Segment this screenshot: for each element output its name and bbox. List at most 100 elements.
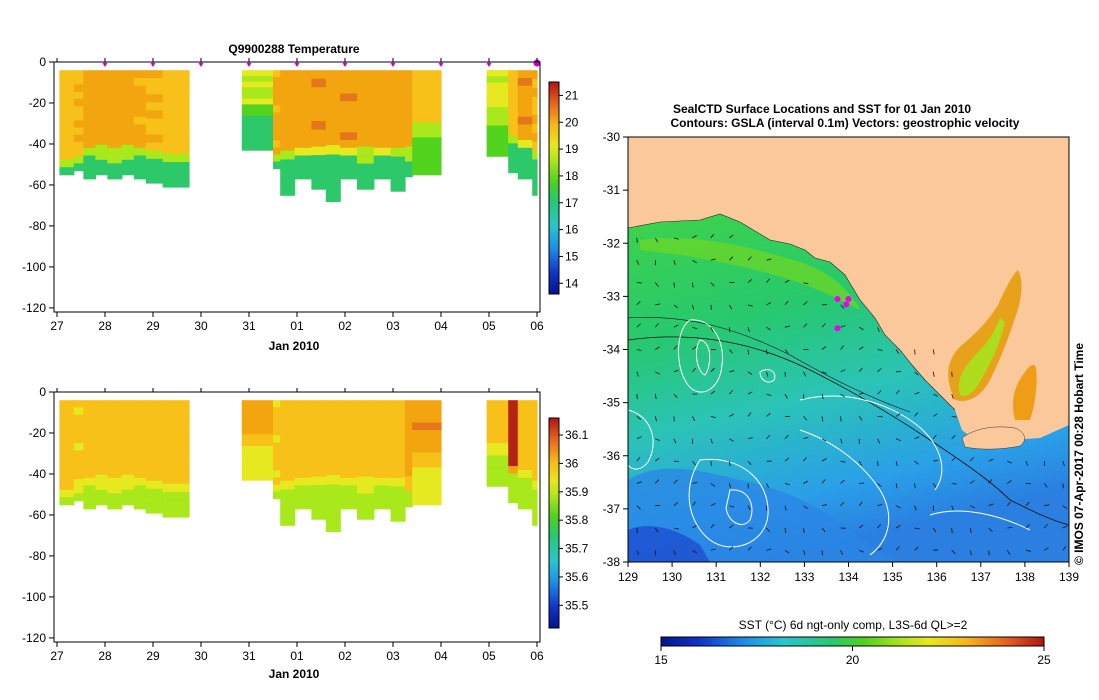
velocity-vector (747, 460, 752, 466)
section-cell (294, 124, 312, 133)
section-cell (133, 501, 147, 510)
temperature-x-label: Jan 2010 (269, 339, 320, 353)
velocity-vector (710, 503, 716, 507)
velocity-vector (821, 346, 827, 350)
section-cell (373, 124, 392, 133)
section-cell (532, 97, 538, 107)
section-cell (340, 124, 358, 133)
section-cell (373, 446, 392, 456)
section-cell (508, 480, 519, 489)
section-cell (373, 101, 392, 110)
velocity-vector (969, 527, 972, 533)
section-cell (508, 495, 519, 504)
velocity-vector (1062, 505, 1068, 510)
section-cell (145, 110, 164, 120)
section-cell (340, 101, 358, 110)
section-cell (311, 451, 327, 461)
velocity-vector (710, 438, 713, 444)
velocity-vector (858, 416, 863, 421)
section-cell (273, 484, 281, 493)
velocity-vector (636, 394, 638, 400)
velocity-vector (655, 371, 660, 375)
y-tick-label: -100 (22, 590, 46, 604)
y-tick-label: 0 (39, 385, 46, 399)
section-cell (311, 442, 327, 452)
section-cell (532, 409, 538, 419)
sst-colorbar (660, 636, 1045, 647)
section-cell (532, 186, 538, 196)
cold-water-core (628, 525, 710, 562)
section-cell (412, 159, 442, 168)
section-cell (508, 436, 519, 445)
section-cell (133, 116, 147, 126)
section-cell (133, 431, 147, 440)
section-cell (325, 173, 341, 184)
section-cell (162, 433, 190, 443)
section-cell (280, 516, 296, 526)
velocity-vector (673, 479, 678, 484)
section-cell (373, 85, 392, 95)
coastal-warm-strip (640, 238, 860, 310)
section-cell (517, 439, 533, 448)
section-cell (294, 446, 312, 456)
section-cell (340, 501, 358, 510)
section-cell (95, 129, 108, 138)
section-cell (325, 456, 341, 467)
section-cell (517, 485, 533, 494)
section-cell (340, 454, 358, 463)
section-cell (311, 146, 327, 156)
section-cell (390, 104, 406, 114)
section-cell (95, 467, 108, 476)
section-cell (241, 474, 274, 481)
velocity-vector (710, 282, 715, 287)
velocity-vector (729, 304, 733, 310)
section-cell (59, 129, 75, 138)
section-cell (340, 470, 358, 479)
section-cell (311, 112, 327, 122)
velocity-vector (859, 392, 865, 395)
velocity-vector (988, 458, 994, 462)
velocity-vector (932, 527, 937, 533)
section-cell (373, 155, 392, 164)
section-cell (508, 444, 519, 452)
velocity-vector (914, 527, 920, 530)
section-cell (83, 147, 96, 157)
section-cell (241, 445, 274, 453)
section-cell (517, 132, 533, 141)
section-cell (412, 85, 442, 94)
velocity-vector (673, 369, 679, 373)
section-cell (95, 474, 108, 483)
section-cell (517, 446, 533, 456)
section-cell (107, 477, 123, 487)
section-cell (162, 170, 190, 180)
section-cell (95, 430, 108, 439)
section-cell (95, 159, 108, 168)
section-cell (294, 163, 312, 172)
section-cell (325, 70, 341, 81)
section-cell (357, 138, 375, 148)
temperature-y-axis: 0 -20 -40 -60 -80 -100 -120 (22, 55, 54, 315)
salinity-x-axis: 27 28 29 30 31 01 02 03 04 05 06 (50, 388, 544, 663)
velocity-vector (710, 461, 712, 467)
section-cell (311, 510, 327, 520)
velocity-vector (636, 550, 640, 556)
x-tick-label: 03 (386, 319, 400, 333)
section-cell (311, 468, 327, 478)
y-tick-label: -60 (29, 178, 47, 192)
velocity-vector (840, 501, 845, 506)
colorbar-tick-label: 18 (565, 169, 579, 183)
section-cell (412, 437, 442, 446)
velocity-vector (729, 370, 735, 373)
section-cell (121, 152, 135, 161)
y-tick-label: -120 (22, 631, 46, 645)
section-cell (145, 94, 164, 103)
velocity-vector (673, 237, 679, 240)
section-cell (340, 93, 358, 102)
velocity-vector (766, 302, 772, 306)
section-cell (412, 430, 442, 439)
velocity-vector (1062, 546, 1067, 551)
section-cell (390, 113, 406, 123)
lon-tick-label: 133 (794, 570, 814, 584)
x-tick-label: 02 (338, 319, 352, 333)
x-tick-label: 29 (146, 649, 160, 663)
